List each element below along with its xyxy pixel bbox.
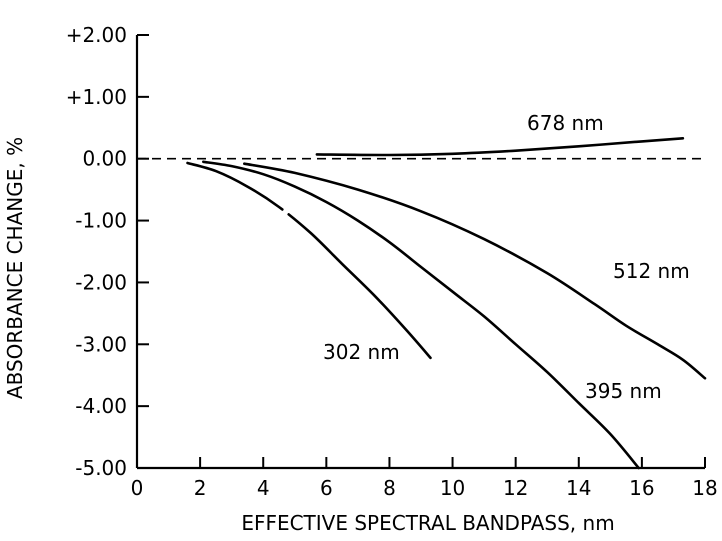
x-tick-label: 12: [503, 476, 528, 500]
y-tick-label: -1.00: [75, 209, 127, 233]
series-line-395-nm: [202, 160, 640, 470]
x-tick-label: 6: [320, 476, 333, 500]
y-tick-label: -4.00: [75, 394, 127, 418]
x-tick-label: 2: [194, 476, 207, 500]
series-label-678-nm: 678 nm: [527, 111, 604, 135]
x-tick-label: 14: [566, 476, 591, 500]
series-label-302-nm: 302 nm: [323, 340, 400, 364]
axes: +2.00 +1.00 0.00 -1.00 -2.00 -3.00 -4.00 -5.000…: [66, 23, 718, 500]
x-tick-label: 4: [257, 476, 270, 500]
y-tick-label: -2.00: [75, 270, 127, 294]
y-tick-label: -5.00: [75, 456, 127, 480]
series-label-395-nm: 395 nm: [585, 379, 662, 403]
x-tick-label: 8: [383, 476, 396, 500]
y-tick-label: +1.00: [66, 85, 127, 109]
y-axis-title: ABSORBANCE CHANGE, %: [3, 137, 27, 399]
x-tick-label: 16: [629, 476, 654, 500]
x-axis-title: EFFECTIVE SPECTRAL BANDPASS, nm: [241, 511, 614, 535]
series-line-512-nm: [243, 162, 707, 380]
y-tick-label: 0.00: [82, 147, 127, 171]
series-line-302-nm: [186, 161, 432, 360]
series-label-512-nm: 512 nm: [613, 259, 690, 283]
labels-layer: 678 nm 512 nm 395 nm 302 nm: [323, 111, 690, 403]
x-tick-label: 10: [440, 476, 465, 500]
y-tick-label: +2.00: [66, 23, 127, 47]
series-layer: [186, 137, 707, 470]
x-tick-label: 18: [692, 476, 717, 500]
y-tick-label: -3.00: [75, 332, 127, 356]
x-tick-label: 0: [131, 476, 144, 500]
series-line-678-nm: [315, 137, 685, 157]
